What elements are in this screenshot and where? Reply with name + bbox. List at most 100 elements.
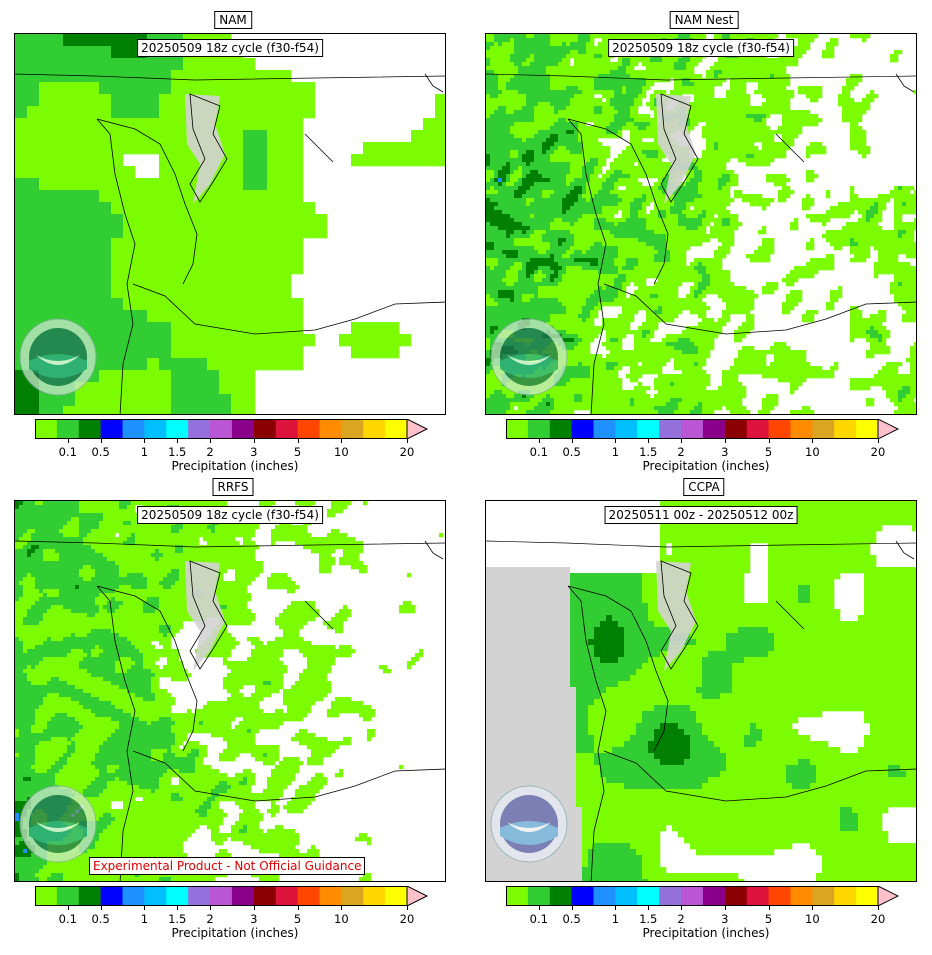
colorbar-segment [122, 419, 145, 439]
colorbar-tick-label: 0.5 [91, 445, 110, 459]
colorbar-extend-max [406, 886, 429, 906]
us-canada-border [486, 540, 916, 548]
colorbar-segment [188, 886, 211, 906]
colorbar-segment [100, 886, 124, 906]
panel-title: NAM [214, 11, 252, 29]
lake-outline [424, 540, 444, 560]
colorbar-tick-label: 20 [870, 445, 886, 459]
colorbar-tick-label: 5 [293, 445, 302, 459]
colorbar-segment [856, 419, 879, 439]
colorbar-tick [297, 906, 299, 910]
map-frame: 20250511 00z - 20250512 00z [485, 500, 917, 882]
colorbar-segment [637, 886, 660, 906]
coastline [486, 540, 916, 881]
panel-nam: NAM 20250509 18z cycle (f30-f54) 0.1 0.5 1… [0, 0, 466, 477]
panel-ccpa: CCPA 20250511 00z - 20250512 00z 0.1 0.5 1… [471, 467, 932, 944]
colorbar-tick [67, 439, 69, 443]
colorbar-tick-label: 2 [677, 912, 685, 926]
colorbar-segment [659, 419, 682, 439]
noaa-emblem-icon [490, 318, 568, 396]
colorbar [506, 419, 900, 439]
columbia-river [603, 750, 916, 802]
colorbar-tick [67, 906, 69, 910]
colorbar-tick [681, 439, 683, 443]
strait-shore [96, 118, 198, 285]
columbia-river [132, 750, 445, 802]
colorbar-tick [177, 439, 179, 443]
colorbar-segment [549, 886, 573, 906]
colorbar-segment [253, 419, 277, 439]
panel-title: NAM Nest [669, 11, 739, 29]
colorbar-tick-label: 3 [250, 912, 258, 926]
lake-chelan [775, 133, 805, 163]
colorbar-tick-label: 2 [206, 445, 214, 459]
colorbar-tick [210, 906, 212, 910]
noaa-logo [489, 784, 569, 864]
colorbar-segment [702, 886, 726, 906]
puget-sound [185, 94, 225, 204]
colorbar-tick-label: 5 [764, 445, 773, 459]
colorbar-segment [35, 886, 58, 906]
colorbar-caption: Precipitation (inches) [642, 459, 770, 473]
colorbar-tick [407, 906, 408, 910]
colorbar-segment [56, 886, 80, 906]
colorbar-segment [506, 419, 529, 439]
colorbar-tick-label: 5 [293, 912, 302, 926]
map-frame: 20250509 18z cycle (f30-f54) Experimenta… [14, 500, 446, 882]
colorbar-extend-max [406, 419, 429, 439]
columbia-river [132, 283, 445, 335]
colorbar-tick-label: 10 [805, 445, 820, 459]
colorbar-segment [746, 419, 770, 439]
lake-chelan [775, 600, 805, 630]
colorbar-segment [122, 886, 145, 906]
puget-sound-shore [189, 560, 228, 670]
colorbar [35, 419, 429, 439]
noaa-emblem-icon [19, 318, 97, 396]
map-frame: 20250509 18z cycle (f30-f54) [14, 33, 446, 415]
pacific-coast [96, 118, 136, 414]
colorbar-tick [144, 439, 146, 443]
colorbar-tick-label: 3 [721, 912, 729, 926]
colorbar-segment [746, 886, 770, 906]
colorbar-segment [385, 886, 408, 906]
colorbar-segment [790, 419, 813, 439]
colorbar-segment [834, 419, 857, 439]
us-canada-border [15, 540, 445, 548]
colorbar-tick [878, 906, 879, 910]
puget-sound [185, 561, 225, 671]
cycle-label: 20250509 18z cycle (f30-f54) [137, 506, 323, 524]
colorbar-segment [319, 886, 342, 906]
colorbar-segment [856, 886, 879, 906]
cycle-label: 20250509 18z cycle (f30-f54) [608, 39, 794, 57]
colorbar-tick [615, 906, 617, 910]
colorbar-segment [615, 886, 638, 906]
colorbar-tick [724, 439, 726, 443]
colorbar-tick [177, 906, 179, 910]
colorbar-segment [341, 886, 364, 906]
colorbar-segment [681, 419, 704, 439]
precip-field [486, 501, 916, 881]
lake-chelan [304, 133, 334, 163]
noaa-logo [18, 317, 98, 397]
lake-outline [424, 73, 444, 93]
colorbar-extend-max [877, 886, 900, 906]
precip-map [486, 501, 916, 881]
colorbar-ticks: 0.1 0.5 1 1.5 2 3 5 10 20 [506, 439, 885, 459]
colorbar-tick [724, 906, 726, 910]
colorbar-tick-label: 0.1 [58, 445, 77, 459]
lake-outline [895, 73, 915, 93]
colorbar-tick [768, 906, 770, 910]
coastline [15, 73, 445, 414]
colorbar-tick-label: 1 [140, 912, 149, 926]
colorbar-segment [768, 886, 791, 906]
colorbar-segment [253, 886, 277, 906]
colorbar-tick [100, 906, 102, 910]
colorbar-segment [593, 419, 616, 439]
colorbar-segment [571, 419, 595, 439]
colorbar-tick-label: 2 [206, 912, 214, 926]
pacific-coast [567, 118, 607, 414]
colorbar-segment [549, 419, 573, 439]
puget-sound-shore [189, 93, 228, 203]
colorbar-segment [363, 886, 386, 906]
panel-title: RRFS [212, 478, 254, 496]
